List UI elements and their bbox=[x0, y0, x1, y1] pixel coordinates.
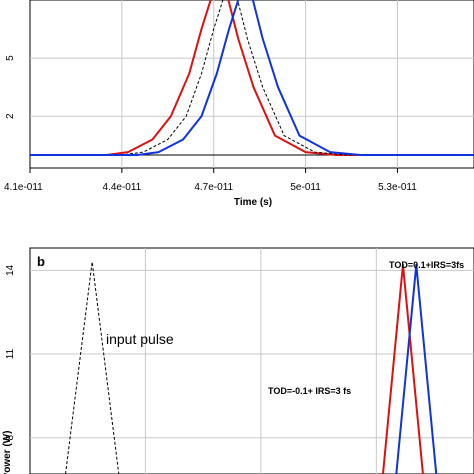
panel-a-y-ticks: 25 bbox=[5, 55, 16, 119]
panel-b-series-line-1 bbox=[381, 263, 424, 474]
panel-b-y-tick-label: 8 bbox=[5, 435, 16, 441]
panel-a-series-line-1 bbox=[30, 0, 474, 156]
panel-b-grid bbox=[30, 248, 474, 474]
panel-a-x-tick-label: 4.7e-011 bbox=[194, 182, 233, 193]
panel-a-x-tick-label: 4.1e-011 bbox=[4, 182, 43, 193]
panel-a-chart: 4.1e-011 4.4e-011 4.7e-011 5e-011 5.3e-011 2… bbox=[4, 0, 474, 208]
panel-a-y-tick-label: 2 bbox=[5, 113, 16, 119]
panel-a-x-axis-title: Time (s) bbox=[234, 197, 272, 208]
annotation-tod-positive: TOD=0.1+IRS=3fs bbox=[389, 260, 464, 270]
panel-b-chart: 14 11 8 b input pulse TOD=-0.1+ IRS=3 fs T… bbox=[2, 247, 474, 474]
panel-a-x-tick-label: 5.3e-011 bbox=[378, 182, 417, 193]
panel-b-y-tick-label: 14 bbox=[5, 264, 16, 276]
panel-a-series-line-2 bbox=[30, 0, 474, 156]
panel-b-series-line-0 bbox=[65, 261, 120, 474]
panel-b-series-line-2 bbox=[395, 263, 438, 474]
panel-a-series-line-0 bbox=[30, 0, 474, 156]
panel-a-x-ticks: 4.1e-011 4.4e-011 4.7e-011 5e-011 5.3e-011 bbox=[4, 168, 417, 193]
panel-b-series bbox=[65, 261, 438, 474]
panel-b-y-axis-title: Power (W) bbox=[2, 431, 13, 474]
panel-a-y-tick-label: 5 bbox=[5, 55, 16, 61]
panel-b-label: b bbox=[37, 254, 45, 269]
panel-b-y-tick-label: 11 bbox=[5, 348, 16, 359]
panel-a-x-tick-label: 5e-011 bbox=[290, 182, 321, 193]
panel-b-y-ticks: 14 11 8 bbox=[5, 264, 16, 440]
panel-a-x-tick-label: 4.4e-011 bbox=[102, 182, 141, 193]
annotation-input-pulse: input pulse bbox=[106, 331, 174, 347]
annotation-tod-negative: TOD=-0.1+ IRS=3 fs bbox=[268, 386, 351, 396]
panel-a-series bbox=[30, 0, 474, 156]
